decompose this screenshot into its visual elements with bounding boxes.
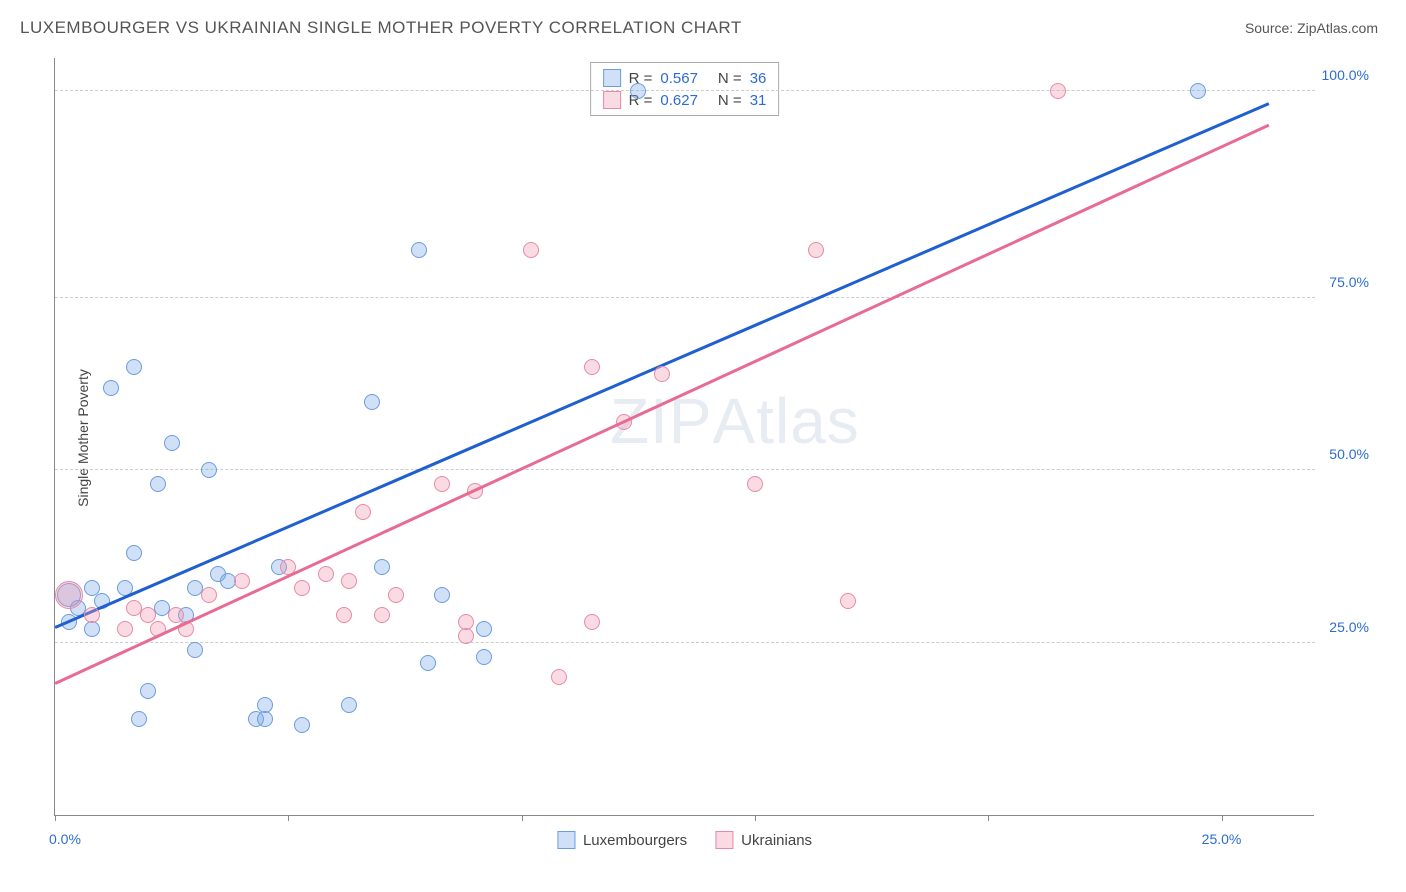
scatter-point [630,83,646,99]
scatter-point [84,607,100,623]
scatter-point [201,587,217,603]
scatter-point [355,504,371,520]
scatter-point [201,462,217,478]
series-legend: Luxembourgers Ukrainians [557,831,812,849]
gridline [55,297,1315,298]
r-value: 0.627 [660,92,698,109]
scatter-point [434,476,450,492]
scatter-point [654,366,670,382]
x-tick [1222,815,1223,821]
gridline [55,469,1315,470]
scatter-point [257,711,273,727]
scatter-point [140,683,156,699]
scatter-point [458,628,474,644]
n-label: N = [718,70,742,87]
x-tick [755,815,756,821]
scatter-point [476,649,492,665]
scatter-point [294,717,310,733]
scatter-point [523,242,539,258]
source-name: ZipAtlas.com [1297,20,1378,36]
scatter-point [840,593,856,609]
scatter-point [55,581,83,609]
legend-series-label: Ukrainians [741,832,812,849]
x-tick-label: 0.0% [49,831,81,847]
plot-area: ZIPAtlas R =0.567N =36R =0.627N =31 Luxe… [54,58,1314,816]
scatter-point [103,380,119,396]
x-tick [55,815,56,821]
r-value: 0.567 [660,70,698,87]
correlation-legend: R =0.567N =36R =0.627N =31 [590,62,780,116]
scatter-point [747,476,763,492]
source-attribution: Source: ZipAtlas.com [1245,20,1378,36]
watermark: ZIPAtlas [610,384,860,458]
n-label: N = [718,92,742,109]
scatter-point [551,669,567,685]
scatter-point [131,711,147,727]
legend-swatch [603,91,621,109]
scatter-point [341,697,357,713]
legend-swatch [715,831,733,849]
x-tick [988,815,989,821]
scatter-point [411,242,427,258]
scatter-point [364,394,380,410]
y-tick-label: 50.0% [1329,446,1369,462]
n-value: 31 [750,92,767,109]
legend-series-item: Luxembourgers [557,831,687,849]
scatter-point [1050,83,1066,99]
scatter-point [374,559,390,575]
y-tick-label: 100.0% [1322,67,1369,83]
scatter-point [126,545,142,561]
scatter-point [84,621,100,637]
scatter-point [318,566,334,582]
legend-swatch [557,831,575,849]
trend-line [54,124,1268,684]
chart-title: LUXEMBOURGER VS UKRAINIAN SINGLE MOTHER … [20,18,742,38]
n-value: 36 [750,70,767,87]
x-tick [288,815,289,821]
legend-stat-row: R =0.567N =36 [603,67,767,89]
scatter-point [584,359,600,375]
scatter-point [434,587,450,603]
legend-swatch [603,69,621,87]
scatter-point [584,614,600,630]
x-tick-label: 25.0% [1202,831,1242,847]
chart-header: LUXEMBOURGER VS UKRAINIAN SINGLE MOTHER … [0,0,1406,38]
scatter-point [341,573,357,589]
scatter-point [294,580,310,596]
gridline [55,90,1315,91]
scatter-point [126,359,142,375]
y-tick-label: 25.0% [1329,619,1369,635]
legend-series-label: Luxembourgers [583,832,687,849]
scatter-point [336,607,352,623]
source-label: Source: [1245,20,1293,36]
scatter-point [1190,83,1206,99]
scatter-point [476,621,492,637]
scatter-point [388,587,404,603]
y-tick-label: 75.0% [1329,274,1369,290]
scatter-point [150,476,166,492]
scatter-point [420,655,436,671]
chart-container: Single Mother Poverty ZIPAtlas R =0.567N… [54,58,1374,818]
scatter-point [374,607,390,623]
legend-series-item: Ukrainians [715,831,812,849]
legend-stat-row: R =0.627N =31 [603,89,767,111]
x-tick [522,815,523,821]
scatter-point [187,642,203,658]
scatter-point [808,242,824,258]
scatter-point [117,621,133,637]
gridline [55,642,1315,643]
scatter-point [257,697,273,713]
scatter-point [164,435,180,451]
scatter-point [234,573,250,589]
